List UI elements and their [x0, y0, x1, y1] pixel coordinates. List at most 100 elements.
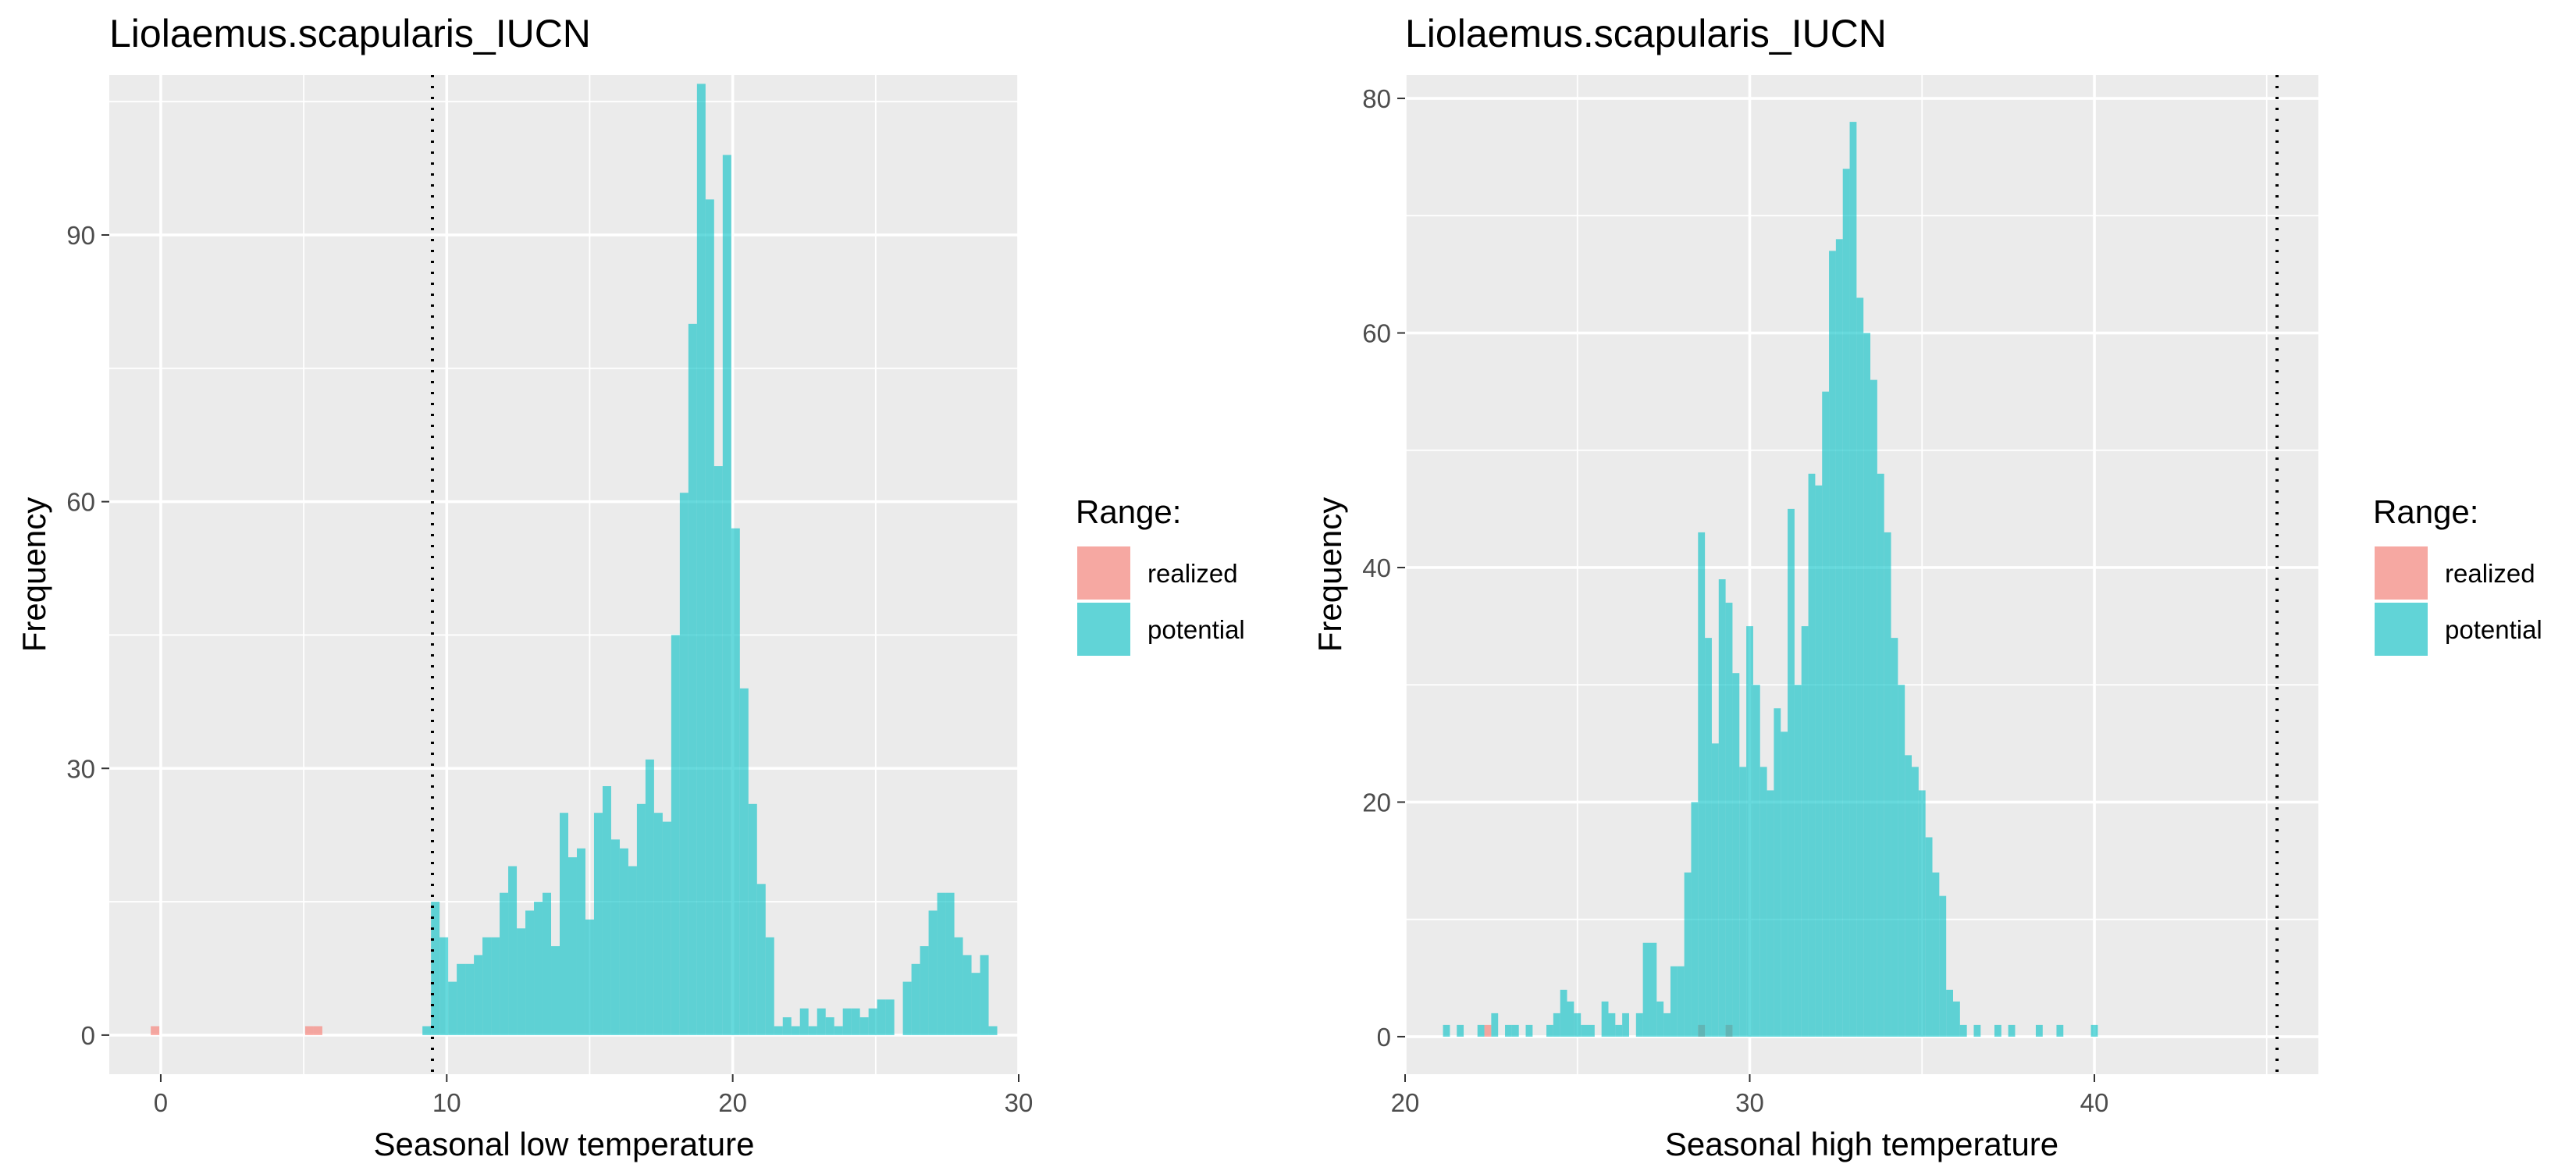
histogram-bar-potential [859, 1017, 869, 1035]
x-axis-title: Seasonal low temperature [374, 1126, 755, 1162]
histogram-bar-potential [653, 813, 663, 1035]
chart-panel-seasonal-low: Liolaemus.scapularis_IUCN 0 10 20 30 0 30 60 90 S… [16, 12, 1245, 1162]
histogram-bar-potential [465, 963, 475, 1035]
histogram-bar-potential [1835, 239, 1843, 1037]
histogram-bar-potential [1863, 333, 1871, 1037]
histogram-bar-potential [868, 1008, 877, 1035]
histogram-bar-potential [1856, 297, 1864, 1037]
histogram-bar-potential [817, 1008, 826, 1035]
histogram-bar-potential [568, 857, 577, 1035]
histogram-bar-potential [1898, 685, 1905, 1037]
histogram-bar-potential [1842, 169, 1850, 1037]
histogram-bar-potential [1656, 1001, 1664, 1037]
x-tick-label: 20 [1391, 1088, 1420, 1117]
histogram-bar-potential [1525, 1024, 1533, 1037]
histogram-bar-potential [1932, 872, 1940, 1037]
legend-label-potential: potential [1147, 615, 1245, 644]
histogram-bar-potential [765, 937, 774, 1035]
histogram-bar-potential [422, 1026, 432, 1035]
histogram-bar-potential [2035, 1024, 2043, 1037]
histogram-bar-potential [679, 493, 688, 1035]
histogram-bar-potential [1994, 1024, 2001, 1037]
histogram-bar-potential [1457, 1024, 1464, 1037]
histogram-bar-potential [705, 199, 714, 1035]
histogram-bar-potential [534, 902, 543, 1035]
histogram-bar-potential [885, 999, 895, 1035]
histogram-bar-potential [782, 1017, 792, 1035]
legend-label-realized: realized [1147, 559, 1238, 588]
histogram-bar-potential [774, 1026, 783, 1035]
histogram-bar-potential [576, 848, 585, 1035]
histogram-bar-potential [1953, 1001, 1960, 1037]
legend-key-realized [1077, 546, 1130, 600]
histogram-bar-potential [799, 1008, 809, 1035]
histogram-bar-potential [593, 813, 603, 1035]
chart-panel-seasonal-high: Liolaemus.scapularis_IUCN 20 30 40 0 20 40 60 80… [1311, 12, 2542, 1162]
histogram-bar-potential [1746, 626, 1753, 1037]
histogram-bar-potential [1705, 638, 1712, 1037]
histogram-bar-realized [313, 1026, 322, 1035]
histogram-bar-potential [2008, 1024, 2016, 1037]
histogram-bar-potential [1718, 579, 1726, 1037]
histogram-bar-potential [1877, 473, 1884, 1037]
histogram-bar-potential [731, 528, 740, 1035]
histogram-bar-potential [491, 937, 500, 1035]
histogram-bar-potential [1698, 532, 1706, 1037]
histogram-bar-potential [500, 892, 509, 1035]
histogram-bar-potential [1752, 685, 1760, 1037]
legend-key-realized [2375, 546, 2428, 600]
x-tick-label: 20 [718, 1088, 747, 1117]
histogram-bar-potential [1849, 122, 1857, 1037]
y-tick-label: 40 [1362, 553, 1391, 582]
histogram-bar-potential [1973, 1024, 1981, 1037]
histogram-bar-potential [431, 902, 440, 1035]
y-tick-label: 30 [66, 754, 95, 783]
legend-title: Range: [2373, 493, 2478, 530]
histogram-bar-potential [1505, 1024, 1512, 1037]
legend-label-potential: potential [2445, 615, 2542, 644]
y-tick-label: 0 [81, 1021, 95, 1050]
histogram-bar-potential [1601, 1001, 1609, 1037]
histogram-bar-potential [1781, 731, 1788, 1037]
histogram-bar-potential [902, 981, 912, 1035]
histogram-bar-potential [1759, 767, 1767, 1037]
histogram-bar-potential [713, 466, 723, 1035]
histogram-bar-potential [756, 884, 766, 1035]
y-tick-label: 90 [66, 221, 95, 250]
histogram-bar-potential [1801, 626, 1809, 1037]
histogram-bar-potential [1739, 767, 1747, 1037]
histogram-bar-potential [1788, 508, 1795, 1037]
histogram-bar-potential [1443, 1024, 1450, 1037]
legend-key-potential [1077, 603, 1130, 656]
legend-key-potential [2375, 603, 2428, 656]
histogram-bar-potential [1649, 942, 1657, 1037]
histogram-bar-potential [610, 839, 620, 1035]
histogram-bar-realized [304, 1026, 314, 1035]
histogram-bar-realized [151, 1026, 160, 1035]
x-tick-label: 10 [432, 1088, 461, 1117]
histogram-bar-potential [1815, 485, 1823, 1037]
x-axis-title: Seasonal high temperature [1665, 1126, 2058, 1162]
histogram-bar-potential [945, 892, 955, 1035]
y-tick-label: 80 [1362, 84, 1391, 113]
histogram-bar-potential [482, 937, 492, 1035]
histogram-bar-potential [954, 937, 963, 1035]
histogram-bar-potential [1615, 1024, 1623, 1037]
x-tick-label: 30 [1005, 1088, 1034, 1117]
histogram-bar-potential [1884, 532, 1891, 1037]
histogram-bar-potential [988, 1026, 998, 1035]
histogram-bar-potential [920, 946, 929, 1035]
histogram-bar-potential [585, 919, 594, 1035]
histogram-bar-potential [1477, 1024, 1485, 1037]
histogram-bar-potential [696, 84, 706, 1035]
histogram-bar-potential [1622, 1013, 1629, 1037]
histogram-bar-potential [1574, 1013, 1582, 1037]
histogram-bar-potential [628, 866, 637, 1035]
histogram-bar-potential [1822, 391, 1830, 1037]
histogram-bar-potential [1939, 895, 1947, 1037]
histogram-bar-potential [1829, 251, 1836, 1037]
histogram-bar-potential [1635, 1013, 1643, 1037]
y-tick-label: 0 [1377, 1023, 1391, 1052]
histogram-bar-potential [1891, 638, 1898, 1037]
histogram-bar-potential [1691, 802, 1699, 1037]
